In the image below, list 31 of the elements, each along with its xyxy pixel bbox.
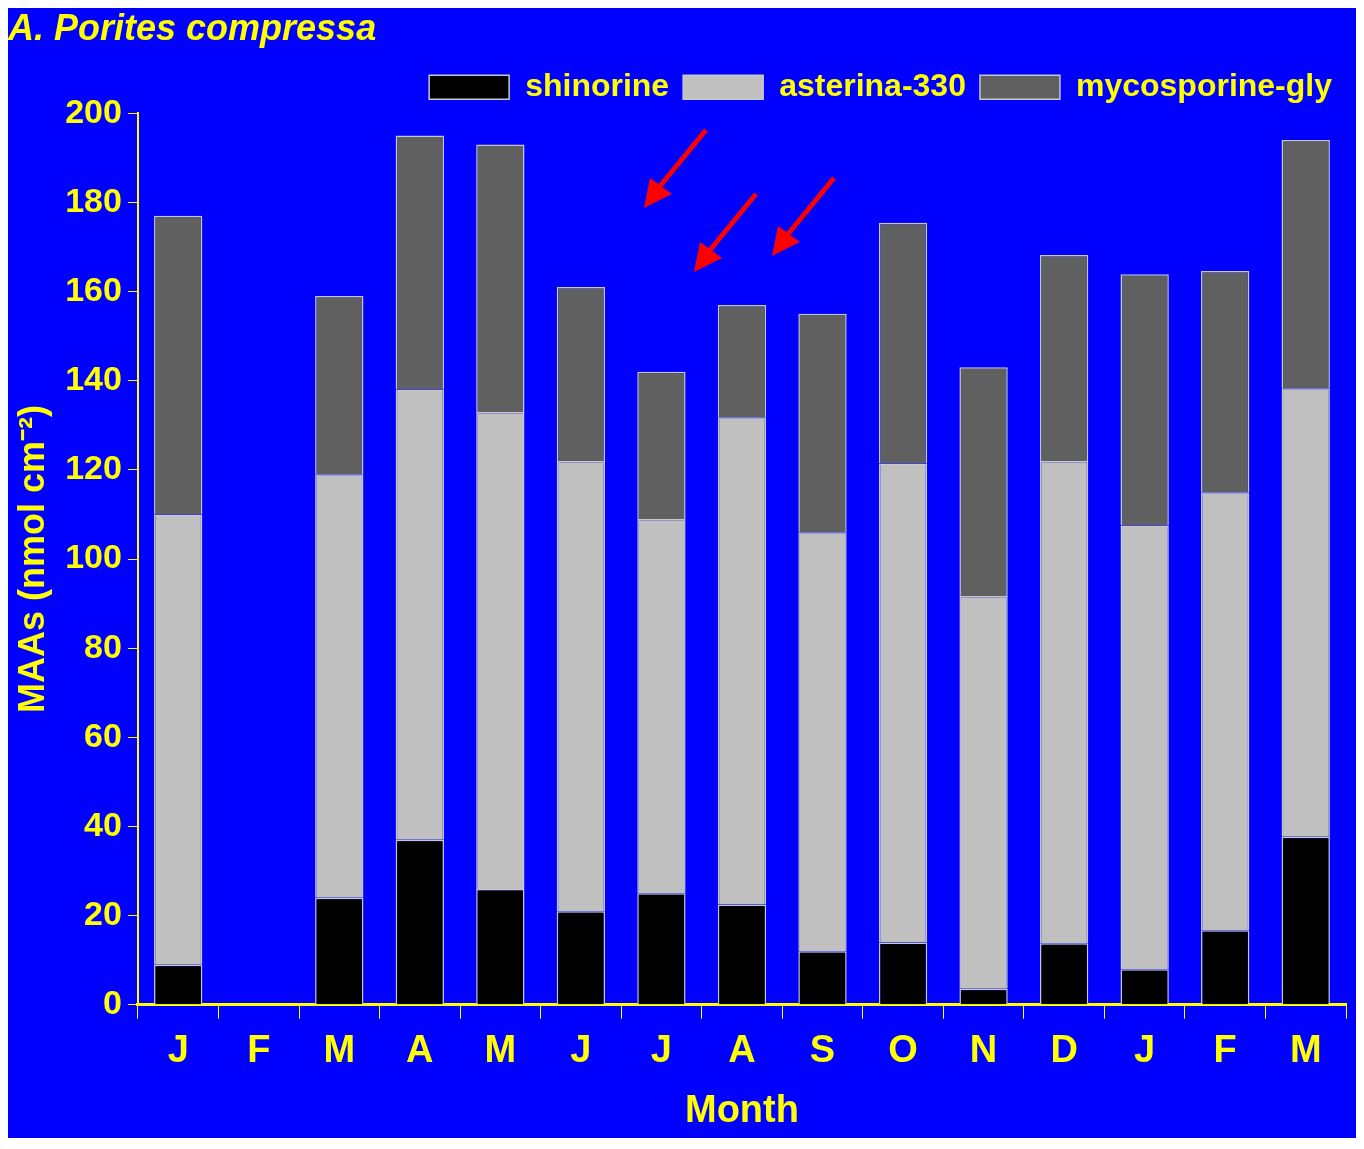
legend-label: asterina-330 bbox=[779, 67, 966, 104]
y-tick-label: 80 bbox=[84, 626, 122, 665]
y-axis-title: MAAs (nmol cm⁻²) bbox=[10, 405, 52, 713]
y-tick-label: 180 bbox=[65, 180, 122, 219]
x-tick-label: O bbox=[888, 1028, 918, 1071]
y-tick-label: 160 bbox=[65, 269, 122, 308]
y-tick-label: 40 bbox=[84, 804, 122, 843]
y-tick-label: 0 bbox=[103, 983, 122, 1022]
x-tick-label: J bbox=[570, 1028, 592, 1071]
y-tick-label: 200 bbox=[65, 91, 122, 130]
x-tick-label: J bbox=[1134, 1028, 1156, 1071]
x-tick-label: S bbox=[809, 1028, 836, 1071]
legend-label: mycosporine-gly bbox=[1075, 67, 1333, 104]
x-tick-label: F bbox=[247, 1028, 271, 1071]
legend-label: shinorine bbox=[525, 67, 670, 104]
x-tick-label: A bbox=[406, 1028, 434, 1071]
x-tick-label: M bbox=[484, 1028, 517, 1071]
x-tick-label: D bbox=[1050, 1028, 1078, 1071]
x-tick-label: A bbox=[728, 1028, 756, 1071]
y-tick-label: 120 bbox=[65, 448, 122, 487]
y-tick-label: 60 bbox=[84, 715, 122, 754]
y-tick-label: 100 bbox=[65, 537, 122, 576]
x-tick-label: M bbox=[323, 1028, 356, 1071]
x-tick-label: N bbox=[969, 1028, 998, 1071]
x-tick-label: M bbox=[1289, 1028, 1322, 1071]
x-tick-label: J bbox=[650, 1028, 672, 1071]
y-tick-label: 20 bbox=[84, 894, 122, 933]
x-axis-title: Month bbox=[684, 1087, 799, 1130]
x-tick-label: J bbox=[167, 1028, 189, 1071]
x-tick-label: F bbox=[1213, 1028, 1237, 1071]
y-tick-label: 140 bbox=[65, 359, 122, 398]
